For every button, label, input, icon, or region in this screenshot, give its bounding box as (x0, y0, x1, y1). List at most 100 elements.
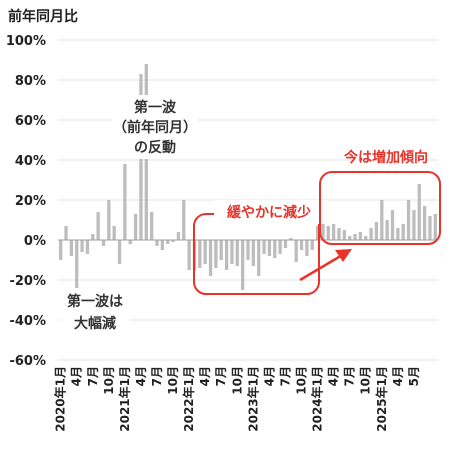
bar (160, 240, 165, 250)
bar (208, 240, 213, 276)
bar (246, 240, 250, 260)
y-tick-label: -20% (9, 274, 46, 289)
bar (96, 212, 100, 240)
bar (305, 240, 309, 256)
decline-period-box (193, 213, 320, 295)
y-tick-label: 0% (24, 234, 46, 249)
bar (64, 226, 68, 240)
bar (257, 240, 261, 276)
annotation-text: の反動 (134, 139, 176, 156)
bar (187, 240, 191, 270)
bar (353, 234, 357, 240)
bar (101, 240, 106, 246)
bar (428, 216, 432, 240)
bar (289, 238, 293, 240)
bar (412, 210, 416, 240)
bar (75, 240, 79, 334)
bar (364, 236, 368, 240)
x-tick-label: 7月 (278, 366, 292, 386)
bar (262, 240, 266, 254)
x-tick-label: 10月 (295, 366, 309, 395)
bar (315, 226, 320, 240)
bar (133, 214, 138, 240)
bar (182, 200, 186, 240)
bar (176, 232, 181, 240)
annotation-background (60, 288, 130, 334)
bar (278, 240, 282, 254)
y-tick-label: 80% (15, 74, 46, 89)
bar (85, 240, 90, 254)
bar (91, 234, 95, 240)
x-tick-label: 10月 (166, 366, 180, 395)
bar (396, 228, 400, 240)
y-tick-label: -60% (9, 354, 46, 369)
bar (166, 240, 170, 244)
bar (337, 228, 341, 240)
x-axis: 2020年1月 4月 7月 10月 2021年1月 4月 7月 10月 2022年1月 4月 7月 1… (53, 366, 421, 432)
bar (128, 240, 132, 244)
annotation-text: 今は増加傾向 (343, 149, 428, 166)
x-tick-label: 4月 (391, 366, 405, 386)
bar (348, 236, 352, 240)
bar (123, 164, 127, 240)
bar (283, 240, 288, 248)
y-tick-label: 20% (15, 194, 46, 209)
bar (310, 240, 314, 250)
x-tick-label: 2021年1月 (117, 366, 132, 432)
annotation-text: 緩やかに減少 (227, 204, 311, 221)
annotation-background (112, 95, 198, 159)
annotation-text: 第一波 (134, 99, 177, 116)
x-tick-label: 10月 (102, 366, 116, 395)
bar (422, 206, 427, 240)
bar (433, 214, 437, 240)
x-tick-label: 4月 (70, 366, 84, 386)
trend-arrow-head (335, 249, 352, 262)
bar (374, 222, 379, 240)
x-tick-label: 4月 (198, 366, 212, 386)
bar (155, 240, 159, 246)
bar (267, 240, 272, 256)
x-tick-label: 7月 (214, 366, 228, 386)
bar (326, 226, 330, 240)
bar (150, 212, 154, 240)
x-tick-label: 4月 (262, 366, 276, 386)
bar (230, 240, 234, 264)
bar (240, 240, 245, 290)
x-tick-label: 7月 (343, 366, 357, 386)
annotation-text: 大幅減 (74, 315, 116, 332)
x-tick-label: 7月 (150, 366, 164, 386)
bar (321, 220, 325, 240)
bar (369, 228, 373, 240)
bar (198, 240, 202, 268)
x-tick-label: 4月 (327, 366, 341, 386)
bar (69, 240, 74, 256)
bar (358, 232, 363, 240)
bar (406, 200, 411, 240)
bar (401, 224, 405, 240)
trend-arrow-shaft (299, 252, 345, 282)
x-tick-label: 10月 (230, 366, 244, 395)
bar (214, 240, 218, 268)
bar (203, 240, 207, 264)
annotation-text: 第一波は (67, 293, 123, 310)
bar (80, 240, 84, 252)
bar (385, 220, 389, 240)
y-tick-label: 60% (15, 114, 46, 129)
x-tick-label: 5月 (407, 366, 421, 386)
x-tick-label: 10月 (359, 366, 373, 395)
bar (299, 240, 304, 250)
bar (59, 240, 63, 260)
x-tick-label: 2024年1月 (310, 366, 325, 432)
x-tick-label: 4月 (134, 366, 148, 386)
bar (417, 184, 421, 240)
bar (390, 210, 395, 240)
x-tick-label: 2023年1月 (245, 366, 260, 432)
bar (342, 230, 346, 240)
bar (219, 240, 223, 260)
annotation-background (214, 200, 328, 224)
x-tick-label: 2022年1月 (181, 366, 196, 432)
x-tick-label: 2025年1月 (374, 366, 389, 432)
bar (251, 240, 256, 266)
